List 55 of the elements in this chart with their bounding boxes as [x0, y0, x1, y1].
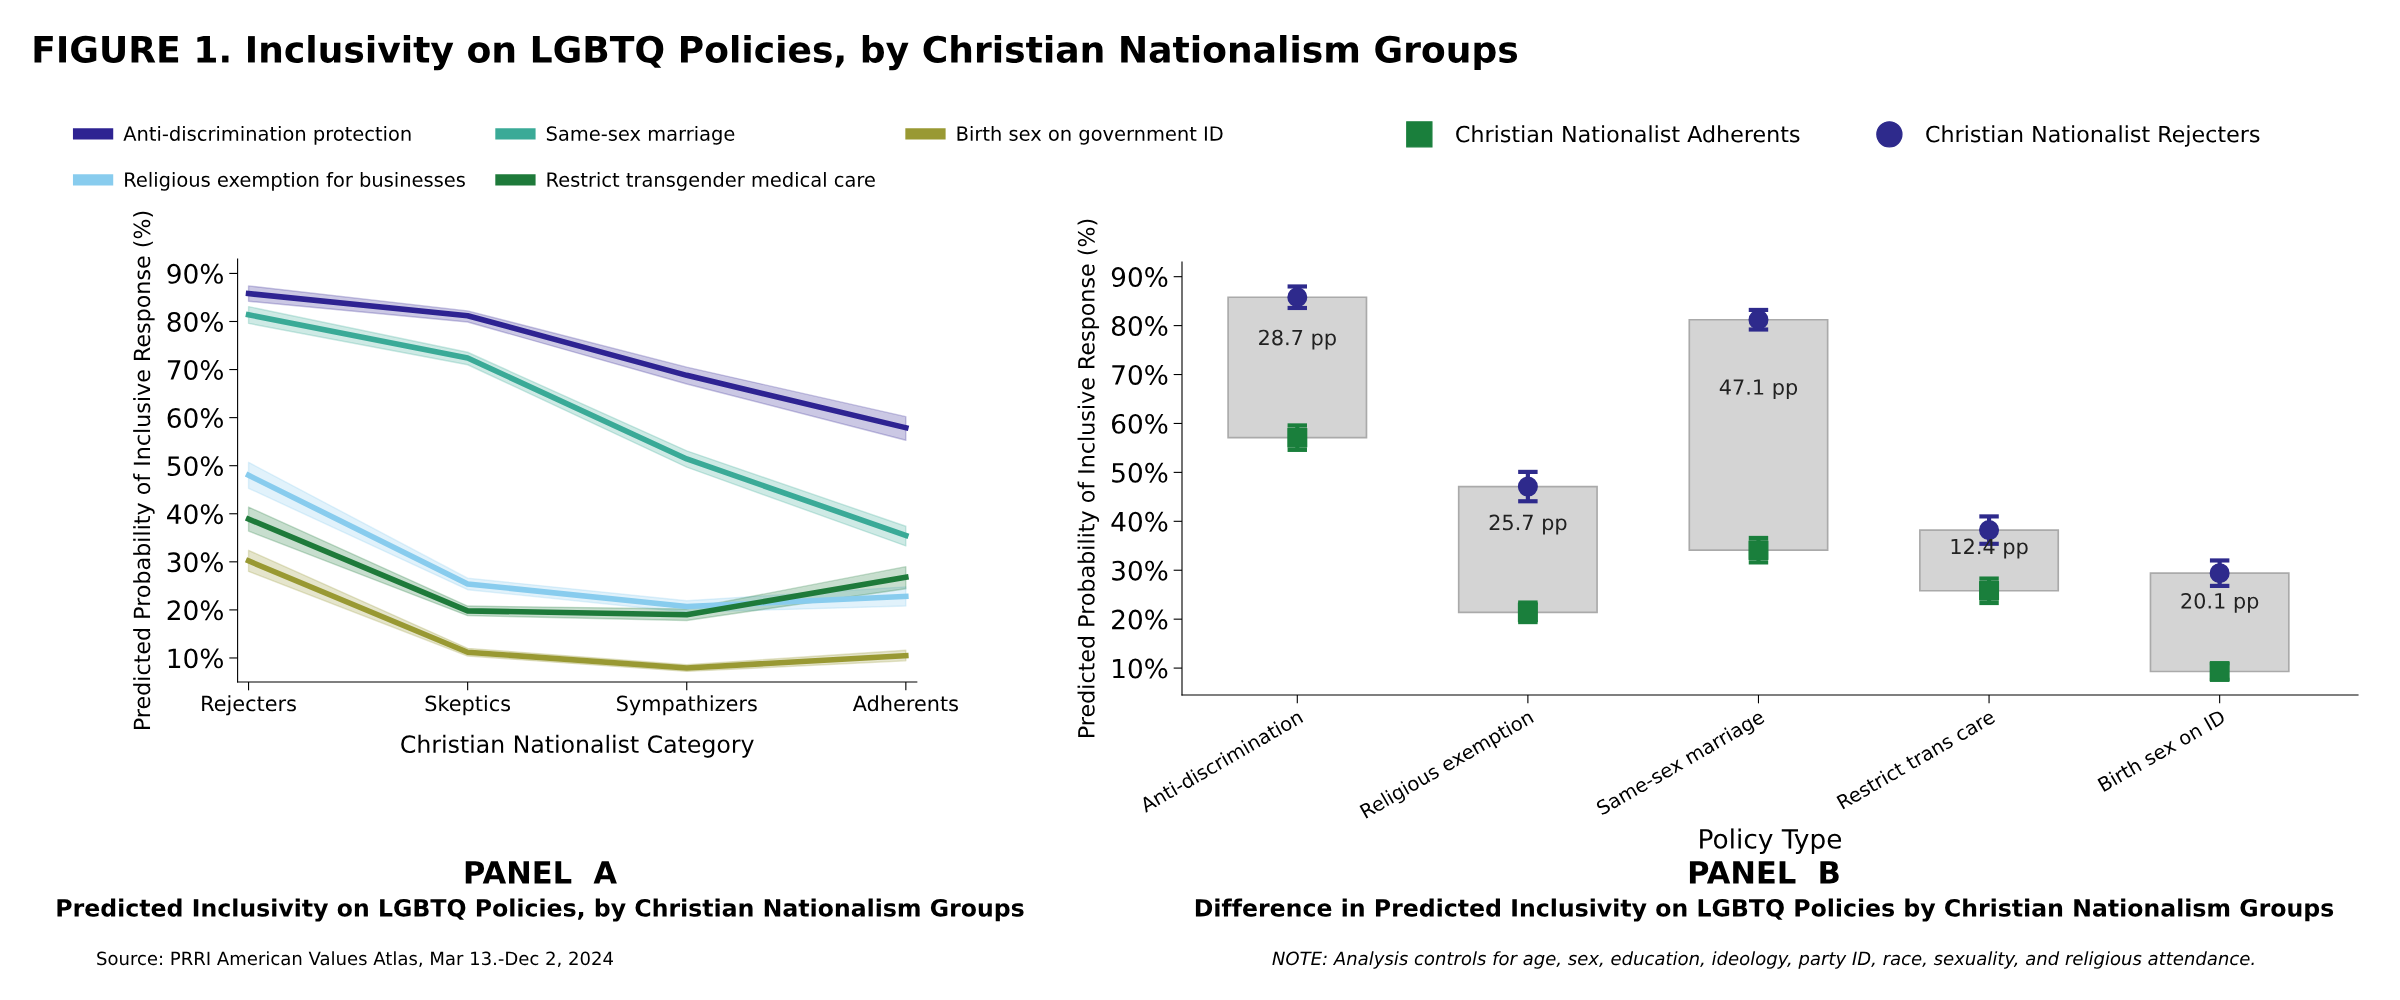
legend-label: Birth sex on government ID	[957, 125, 1223, 145]
bar	[2149, 572, 2290, 673]
legend-label: Religious exemption for businesses	[125, 171, 465, 191]
y-tick-label: 90%	[167, 263, 223, 284]
data-label: 28.7 pp	[1259, 329, 1336, 350]
legend-label: Restrict transgender medical care	[547, 171, 875, 191]
y-tick-label: 40%	[167, 504, 223, 525]
y-tick-label: 40%	[1111, 511, 1168, 532]
legend-label: Same-sex marriage	[546, 125, 735, 145]
y-axis-title: Predicted Probability of Inclusive Response (%)	[133, 211, 155, 730]
data-label: 12.4 pp	[1951, 538, 2028, 559]
y-tick-label: 20%	[167, 600, 223, 621]
point	[2209, 563, 2230, 584]
bar	[1457, 485, 1598, 614]
text: Difference in Predicted Inclusivity on LGBTQ Policies by Christian Nationalism Groups	[1195, 898, 2334, 922]
point	[1517, 476, 1538, 497]
y-axis-title: Predicted Probability of Inclusive Response (%)	[1077, 219, 1100, 738]
y-tick-label: 90%	[1111, 267, 1168, 288]
y-tick-label: 30%	[167, 552, 223, 573]
x-tick-label: Sympathizers	[617, 695, 757, 716]
caption: FIGURE 1. Inclusivity on LGBTQ Policies, by Christian Nationalism Groups	[34, 35, 1518, 71]
y-tick-label: 70%	[1112, 364, 1168, 385]
bar	[1919, 529, 2060, 592]
point	[1979, 580, 2000, 601]
x-axis-title: Policy Type	[1700, 828, 1842, 854]
y-tick-label: 80%	[167, 311, 223, 332]
y-tick-label: 50%	[167, 456, 223, 477]
data-label: 47.1 pp	[1719, 379, 1798, 399]
y-tick-label: 10%	[1113, 658, 1168, 679]
legend-label: Anti-discrimination protection	[123, 125, 411, 145]
point	[1748, 540, 1769, 561]
x-tick-label: Skeptics	[425, 695, 511, 716]
y-tick-label: 30%	[1112, 560, 1168, 581]
y-tick-label: 50%	[1112, 462, 1168, 483]
y-tick-label: 80%	[1111, 316, 1168, 337]
y-tick-label: 60%	[1112, 413, 1168, 434]
data-label: 25.7 pp	[1489, 514, 1567, 535]
bar	[1688, 318, 1829, 552]
text: Predicted Inclusivity on LGBTQ Policies, by Christian Nationalism Groups	[57, 898, 1024, 922]
y-tick-label: 60%	[167, 408, 223, 429]
x-axis-title: Christian Nationalist Category	[401, 734, 754, 758]
text: PANEL B	[1689, 861, 1839, 884]
data-label: 20.1 pp	[2181, 592, 2259, 613]
text: PANEL A	[465, 861, 617, 884]
y-tick-label: 70%	[167, 360, 223, 380]
x-tick-label: Birth sex on ID	[2097, 708, 2227, 792]
x-tick-label: Rejecters	[202, 695, 296, 716]
legend-label: Christian Nationalist Adherents	[1456, 125, 1800, 143]
x-tick-label: Adherents	[852, 695, 958, 712]
y-tick-label: 20%	[1112, 609, 1168, 630]
bar	[1227, 296, 1368, 439]
source-note: Source: PRRI American Values Atlas, Mar 13.-Dec 2, 2024	[97, 951, 613, 968]
text: NOTE: Analysis controls for age, sex, education, ideology, party ID, race, sexuality, and religious attendance.	[1272, 951, 2254, 969]
legend-label: Christian Nationalist Rejecters	[1926, 125, 2260, 147]
y-tick-label: 10%	[168, 648, 223, 669]
